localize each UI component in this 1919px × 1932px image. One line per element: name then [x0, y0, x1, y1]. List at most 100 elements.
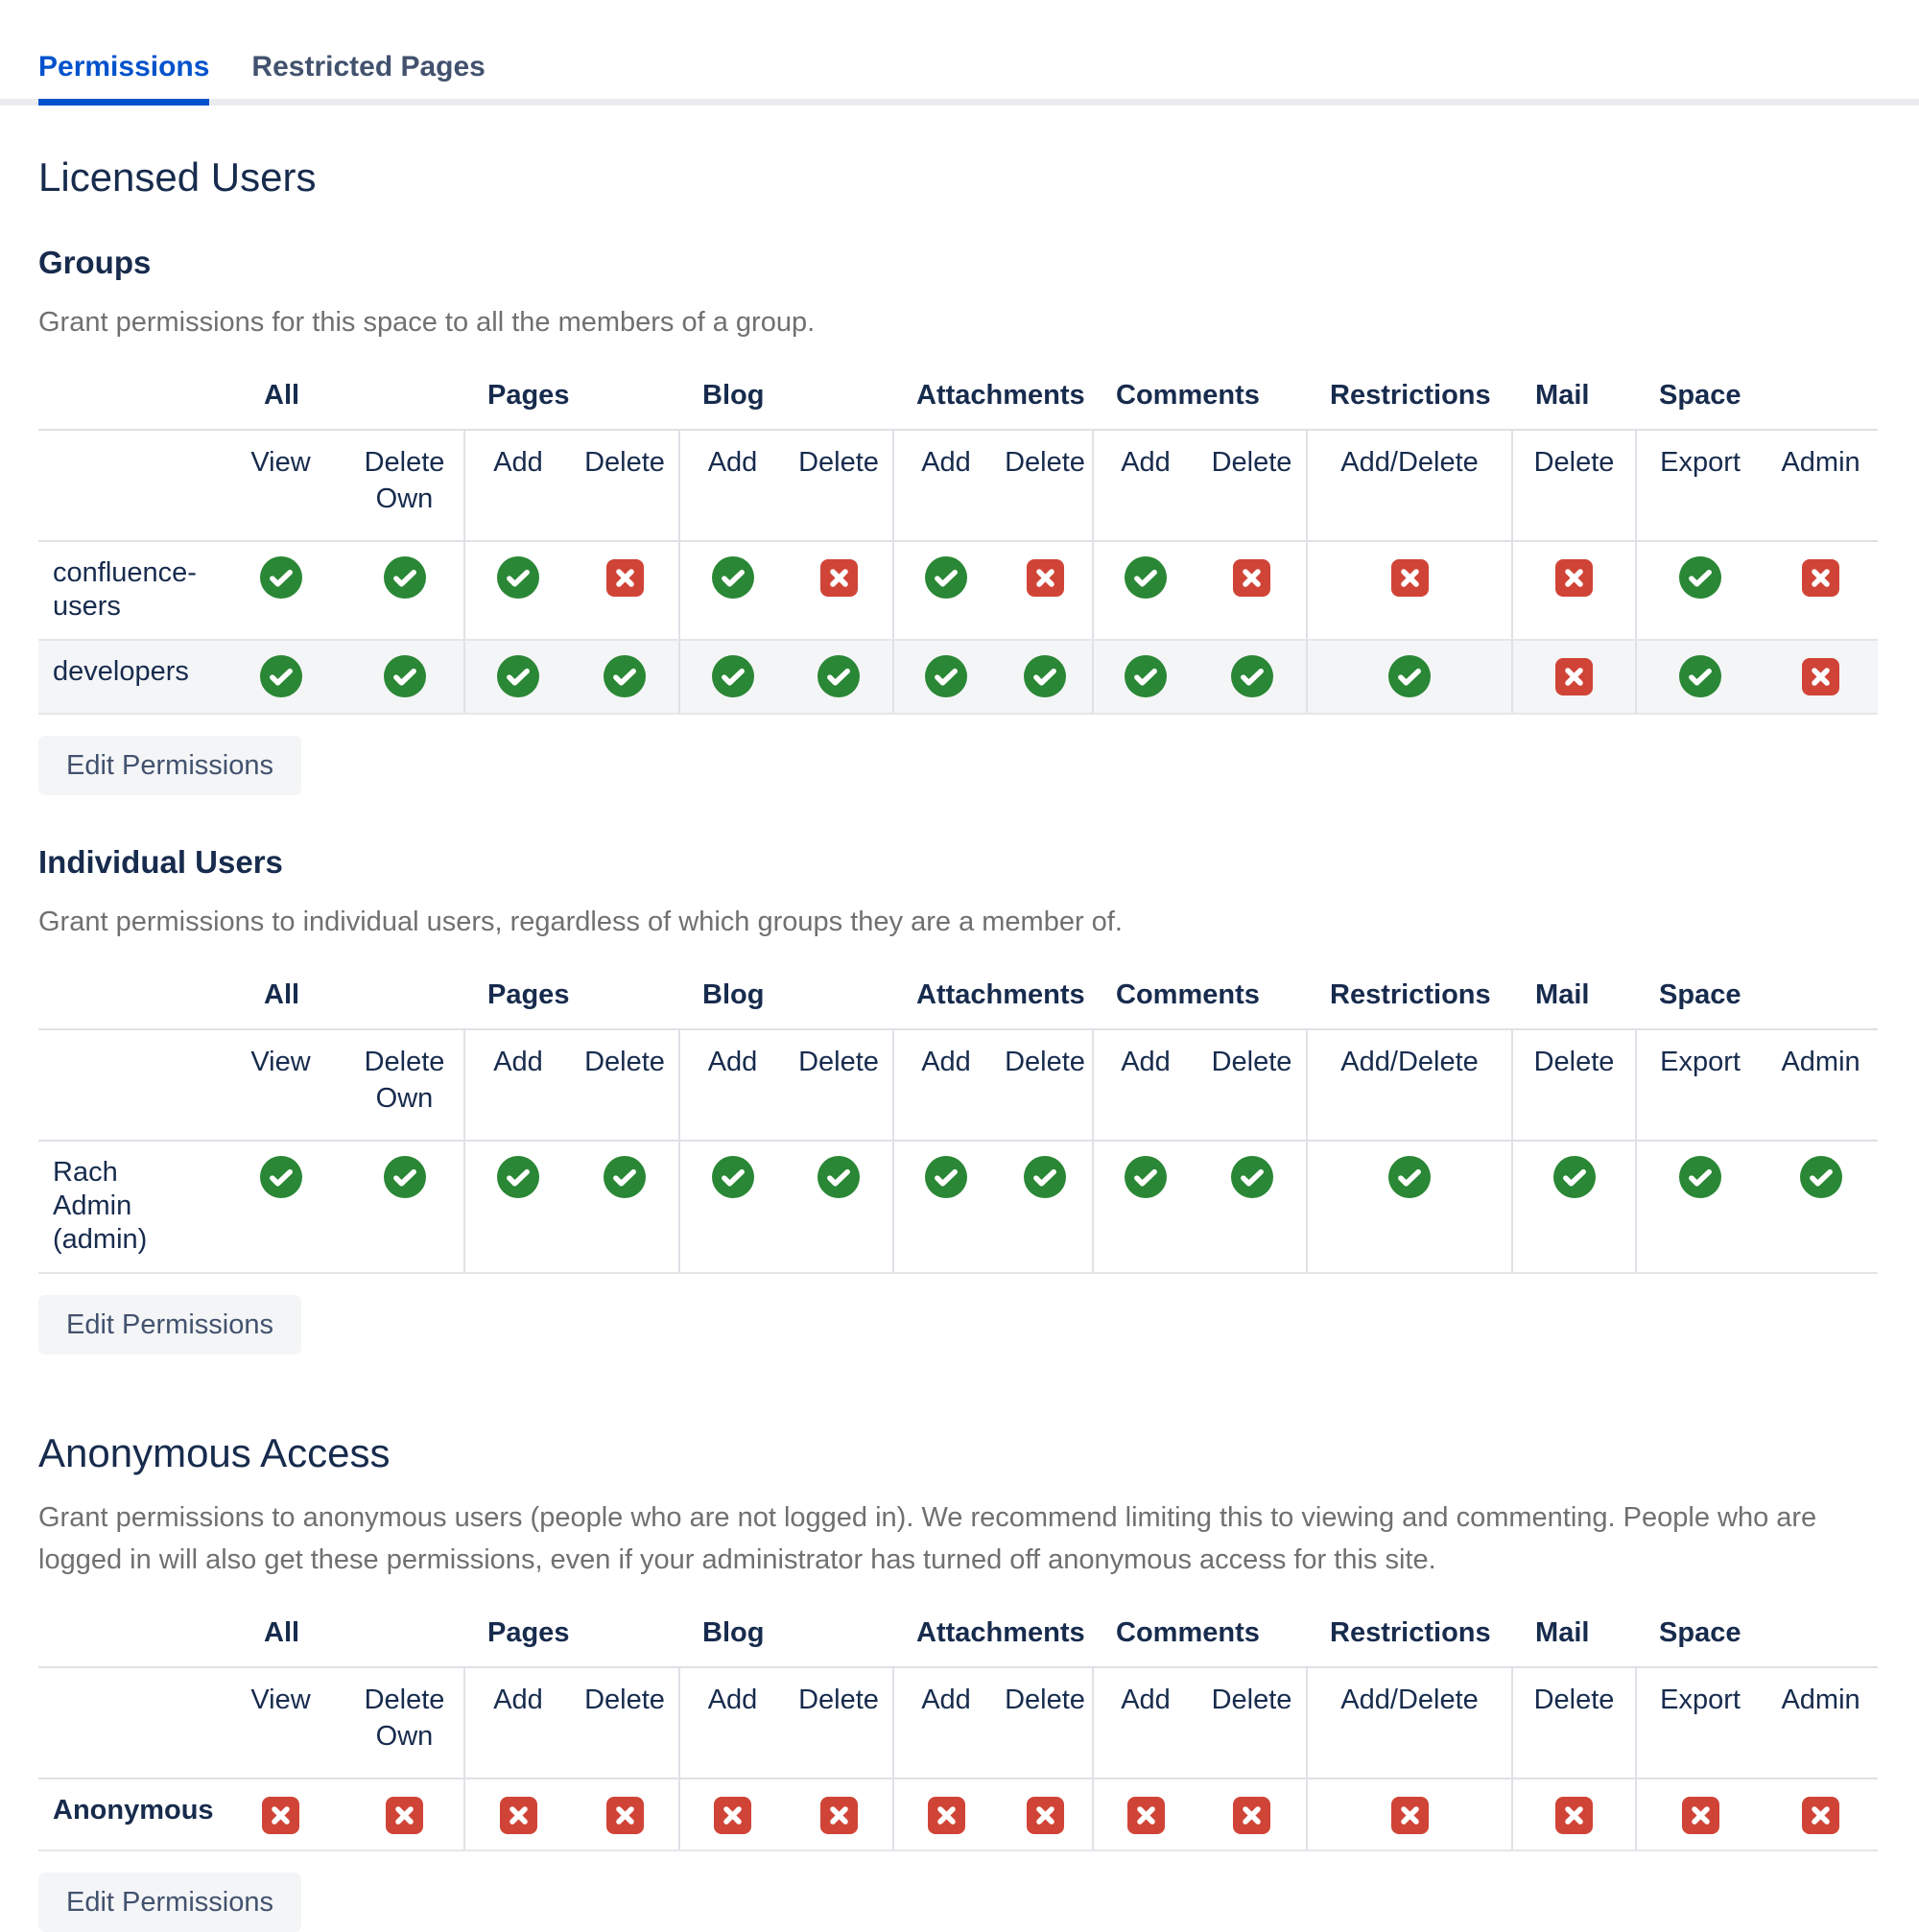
- individual-users-table-container: All Pages Blog Attachments Comments Restricti…: [38, 979, 1881, 1274]
- column-subheader: Add: [463, 430, 571, 542]
- permission-granted-icon: [259, 556, 302, 599]
- permission-cell: [1764, 1779, 1879, 1851]
- permission-granted-icon: [259, 1156, 302, 1198]
- table-row: Rach Admin (admin): [38, 1141, 1879, 1274]
- page-title: Licensed Users: [38, 154, 317, 200]
- permission-denied-icon: [1026, 1794, 1064, 1834]
- column-group-header-row: All Pages Blog Attachments Comments Restricti…: [38, 1617, 1879, 1668]
- permission-denied-icon: [262, 1794, 299, 1834]
- permission-cell: [785, 640, 894, 715]
- permission-granted-icon: [1679, 556, 1722, 599]
- permission-denied-icon: [819, 1794, 858, 1834]
- permission-cell: [1197, 1141, 1308, 1274]
- column-group-header: All: [216, 380, 464, 431]
- column-group-header: Attachments: [893, 979, 1094, 1030]
- permission-cell: [345, 541, 464, 641]
- column-subheader: Delete: [1197, 1667, 1308, 1779]
- column-subheader: Add: [892, 1029, 999, 1142]
- edit-permissions-button[interactable]: Edit Permissions: [38, 1295, 301, 1355]
- permission-granted-icon: [1679, 1156, 1722, 1198]
- row-label: Anonymous: [53, 1795, 214, 1826]
- permission-denied-icon: [605, 556, 644, 597]
- row-label-column-spacer: [38, 1667, 216, 1779]
- permission-cell: [463, 1779, 571, 1851]
- column-subheader: Delete: [1511, 1667, 1637, 1779]
- column-subheader: Add: [1092, 430, 1198, 542]
- column-subheader: Add: [463, 1029, 571, 1142]
- groups-table-container: All Pages Blog Attachments Comments Restricti…: [38, 380, 1881, 715]
- column-subheader: Delete: [1511, 1029, 1637, 1142]
- permission-granted-icon: [711, 556, 754, 599]
- row-label: developers: [53, 656, 189, 687]
- edit-permissions-button[interactable]: Edit Permissions: [38, 736, 301, 795]
- column-group-header: Restrictions: [1307, 979, 1513, 1030]
- permission-cell: [1764, 1141, 1879, 1274]
- permission-cell: [216, 1779, 345, 1851]
- permission-cell: [998, 640, 1094, 715]
- column-subheader: Export: [1635, 1029, 1765, 1142]
- permission-denied-icon: [605, 1794, 644, 1834]
- table-row: confluence-users: [38, 541, 1879, 641]
- edit-permissions-button[interactable]: Edit Permissions: [38, 1873, 301, 1932]
- permission-granted-icon: [1230, 655, 1273, 697]
- permission-denied-icon: [927, 1794, 965, 1834]
- column-group-header-row: All Pages Blog Attachments Comments Restricti…: [38, 380, 1879, 431]
- column-group-header: Space: [1636, 1617, 1879, 1668]
- row-label: Rach Admin (admin): [53, 1157, 148, 1255]
- permission-cell: [1511, 1141, 1637, 1274]
- permission-cell: [998, 1779, 1094, 1851]
- permission-cell: [892, 1779, 999, 1851]
- section-heading: Groups: [38, 245, 152, 280]
- permission-cell: [1197, 640, 1308, 715]
- column-group-header: Attachments: [893, 380, 1094, 431]
- permission-cell: [785, 541, 894, 641]
- tab-permissions[interactable]: Permissions: [38, 50, 210, 106]
- permission-granted-icon: [1125, 1156, 1168, 1198]
- permission-cell: [216, 1141, 345, 1274]
- column-group-header: All: [216, 979, 464, 1030]
- permission-cell: [1764, 541, 1879, 641]
- permission-granted-icon: [1125, 556, 1168, 599]
- permission-cell: confluence-users: [38, 541, 216, 641]
- permission-cell: [678, 1141, 786, 1274]
- column-subheader-row: View Delete Own Add Delete Add Delete Add Delet…: [38, 1029, 1879, 1142]
- column-subheader: Delete: [998, 430, 1094, 542]
- permission-cell: [571, 1779, 680, 1851]
- column-subheader: Add: [463, 1667, 571, 1779]
- permission-denied-icon: [1802, 655, 1840, 695]
- column-subheader: Delete: [998, 1667, 1094, 1779]
- permission-granted-icon: [259, 655, 302, 697]
- permission-granted-icon: [1230, 1156, 1273, 1198]
- column-subheader-row: View Delete Own Add Delete Add Delete Add Delet…: [38, 430, 1879, 542]
- permission-granted-icon: [1552, 1156, 1596, 1198]
- permission-granted-icon: [1799, 1156, 1842, 1198]
- column-subheader: View: [216, 1667, 345, 1779]
- permission-cell: [1511, 541, 1637, 641]
- column-group-header: Blog: [679, 380, 894, 431]
- permission-granted-icon: [817, 655, 861, 697]
- permission-granted-icon: [1388, 655, 1432, 697]
- permission-granted-icon: [383, 1156, 426, 1198]
- permission-denied-icon: [819, 556, 858, 597]
- permission-cell: Anonymous: [38, 1779, 216, 1851]
- permission-cell: [345, 1141, 464, 1274]
- section-individual-users: Individual Users Grant permissions to in…: [38, 843, 1881, 1355]
- tab-restricted-pages[interactable]: Restricted Pages: [251, 51, 486, 82]
- permission-cell: [1306, 541, 1513, 641]
- permission-granted-icon: [1388, 1156, 1432, 1198]
- column-subheader: Delete: [785, 430, 894, 542]
- section-groups: Groups Grant permissions for this space …: [38, 244, 1881, 795]
- column-group-header: Comments: [1093, 380, 1308, 431]
- permission-cell: [1092, 541, 1198, 641]
- permission-denied-icon: [1555, 1794, 1594, 1834]
- column-subheader: View: [216, 1029, 345, 1142]
- permission-cell: [571, 640, 680, 715]
- permission-denied-icon: [714, 1794, 752, 1834]
- permission-cell: [1764, 640, 1879, 715]
- permission-cell: [1306, 1141, 1513, 1274]
- permission-granted-icon: [1125, 655, 1168, 697]
- column-group-header: Space: [1636, 380, 1879, 431]
- column-subheader: Admin: [1764, 1667, 1879, 1779]
- column-group-header: Mail: [1512, 1617, 1637, 1668]
- permission-cell: [892, 1141, 999, 1274]
